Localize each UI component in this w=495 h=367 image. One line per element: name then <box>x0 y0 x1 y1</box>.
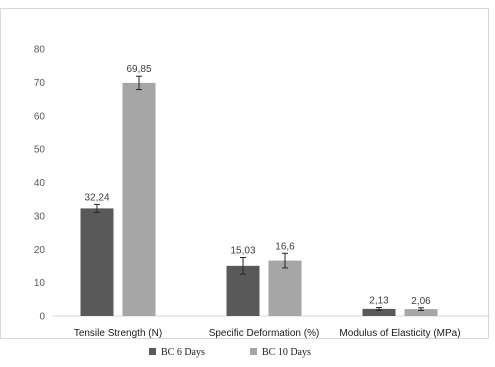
legend-item: BC 10 Days <box>250 347 311 358</box>
data-label: 16,6 <box>275 241 295 252</box>
data-label: 2,06 <box>411 296 431 307</box>
y-axis-ticks: 0 10 20 30 40 50 60 70 80 <box>34 45 46 323</box>
y-tick-label: 70 <box>34 78 46 89</box>
error-bar <box>282 252 288 269</box>
y-tick-label: 0 <box>39 312 45 323</box>
bars: 32,24 15,03 2,13 69,85 16,6 2,06 <box>80 64 438 316</box>
bar-bc-10-days <box>122 82 156 316</box>
y-tick-label: 50 <box>34 145 46 156</box>
data-label: 15,03 <box>230 245 255 256</box>
category-label: Specific Deformation (%) <box>209 328 320 339</box>
y-tick-label: 40 <box>34 178 46 189</box>
category-label: Modulus of Elasticity (MPa) <box>339 328 460 339</box>
bar-bc-10-days <box>404 309 438 316</box>
legend-swatch <box>250 348 257 355</box>
legend-item: BC 6 Days <box>149 347 205 358</box>
y-tick-label: 30 <box>34 211 46 222</box>
legend-swatch <box>149 348 156 355</box>
error-bar <box>240 256 246 275</box>
y-tick-label: 10 <box>34 278 46 289</box>
y-tick-label: 20 <box>34 245 46 256</box>
legend-label: BC 10 Days <box>262 347 311 358</box>
data-label: 2,13 <box>369 296 389 307</box>
bar-bc-6-days <box>362 308 396 316</box>
legend-label: BC 6 Days <box>161 347 205 358</box>
legend: BC 6 Days BC 10 Days <box>149 347 311 358</box>
bar-bc-6-days <box>80 208 114 316</box>
category-labels: Tensile Strength (N) Specific Deformation… <box>74 328 461 339</box>
y-tick-label: 60 <box>34 111 46 122</box>
data-label: 32,24 <box>84 192 109 203</box>
y-tick-label: 80 <box>34 45 46 56</box>
error-bar <box>376 307 382 311</box>
error-bar <box>94 203 100 213</box>
error-bar <box>418 307 424 311</box>
bar-bc-10-days <box>268 260 302 316</box>
data-label: 69,85 <box>126 64 151 75</box>
category-label: Tensile Strength (N) <box>74 328 162 339</box>
error-bar <box>136 75 142 91</box>
